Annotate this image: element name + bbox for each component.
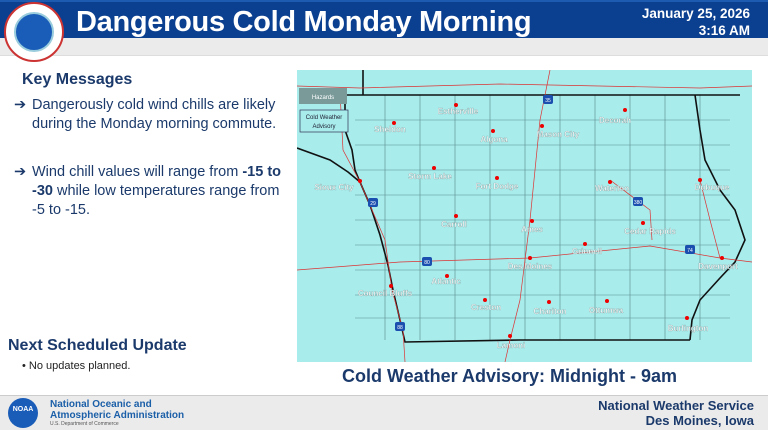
city-dot xyxy=(358,179,362,183)
legend-item-line2: Advisory xyxy=(312,124,335,130)
city-dot xyxy=(483,298,487,302)
city-dot xyxy=(508,334,512,338)
key-message-1: ➔ Dangerously cold wind chills are likel… xyxy=(14,97,277,132)
key-messages-heading: Key Messages xyxy=(22,71,133,88)
legend-header-bg xyxy=(299,88,347,104)
city-label: Ottumwa xyxy=(589,306,624,315)
city-dot xyxy=(454,103,458,107)
city-dot xyxy=(608,180,612,184)
city-label: Fort Dodge xyxy=(476,182,519,191)
arrow-icon: ➔ xyxy=(14,97,27,113)
city-label: Storm Lake xyxy=(408,172,452,181)
interstate-label: 35 xyxy=(545,98,551,104)
city-dot xyxy=(685,316,689,320)
city-label: Lamoni xyxy=(497,341,525,350)
noaa-name: National Oceanic and Atmospheric Adminis… xyxy=(50,399,185,421)
issue-datetime: January 25, 2026 3:16 AM xyxy=(642,5,750,39)
city-label: Grinnell xyxy=(572,247,602,256)
office-name: National Weather Service Des Moines, Iow… xyxy=(598,398,754,428)
city-dot xyxy=(540,124,544,128)
city-dot xyxy=(445,274,449,278)
interstate-shield xyxy=(368,198,378,207)
city-label: Decorah xyxy=(599,116,631,125)
footer: NOAA National Oceanic and Atmospheric Ad… xyxy=(0,395,768,430)
city-label: Creston xyxy=(471,303,501,312)
interstate-shield xyxy=(633,197,643,206)
city-dot xyxy=(583,242,587,246)
noaa-dept: U.S. Department of Commerce xyxy=(50,421,119,427)
city-dot xyxy=(605,299,609,303)
hazard-map: Hazards Cold Weather Advisory Esthervill… xyxy=(297,70,752,362)
county-lines xyxy=(355,95,730,340)
next-update-heading: Next Scheduled Update xyxy=(8,337,187,354)
city-dot xyxy=(432,166,436,170)
nws-logo xyxy=(4,2,64,62)
city-label: Mason City xyxy=(537,130,580,139)
city-dot xyxy=(491,129,495,133)
header-subbar xyxy=(0,38,768,56)
city-dot xyxy=(623,108,627,112)
city-label: Algona xyxy=(480,135,508,144)
interstate-label: 380 xyxy=(634,200,643,206)
city-dot xyxy=(720,256,724,260)
legend-item-line1: Cold Weather xyxy=(306,115,343,121)
header-bar: Dangerous Cold Monday Morning January 25… xyxy=(0,0,768,38)
city-label: Carroll xyxy=(441,220,467,229)
city-label: Chariton xyxy=(534,307,567,316)
city-dot xyxy=(641,221,645,225)
map-caption: Cold Weather Advisory: Midnight - 9am xyxy=(342,366,678,386)
city-label: Davenport xyxy=(698,262,738,271)
city-label: Estherville xyxy=(438,107,479,116)
city-dot xyxy=(547,300,551,304)
interstate-label: 29 xyxy=(370,201,376,207)
interstate-label: 74 xyxy=(687,248,693,254)
issue-time: 3:16 AM xyxy=(698,23,750,38)
city-label: Des Moines xyxy=(508,262,553,271)
city-label: Sioux City xyxy=(314,183,354,192)
city-label: Sheldon xyxy=(374,125,406,134)
interstate-label: 80 xyxy=(424,260,430,266)
city-dot xyxy=(530,219,534,223)
city-dot xyxy=(495,176,499,180)
noaa-logo: NOAA xyxy=(8,398,38,428)
interstate-shield xyxy=(422,257,432,266)
city-label: Atlantic xyxy=(431,277,461,286)
city-label: Burlington xyxy=(668,324,709,333)
interstate-shield xyxy=(685,245,695,254)
city-label: Dubuque xyxy=(695,183,730,192)
arrow-icon: ➔ xyxy=(14,164,27,180)
city-dot xyxy=(698,178,702,182)
page-title: Dangerous Cold Monday Morning xyxy=(76,6,532,38)
interstate-shield xyxy=(395,322,405,331)
key-message-2: ➔ Wind chill values will range from -15 … xyxy=(14,164,281,218)
next-update-item: • No updates planned. xyxy=(22,360,131,372)
city-label: Council Bluffs xyxy=(358,289,413,298)
legend-item-box xyxy=(299,109,349,133)
city-label: Waterloo xyxy=(595,184,629,193)
interstate-shield xyxy=(543,95,553,104)
legend-title: Hazards xyxy=(312,95,334,101)
issue-date: January 25, 2026 xyxy=(641,6,750,21)
city-label: Cedar Rapids xyxy=(624,227,676,236)
city-dot xyxy=(454,214,458,218)
city-dot xyxy=(528,256,532,260)
city-label: Ames xyxy=(521,225,543,234)
city-dot xyxy=(389,284,393,288)
interstate-label: 88 xyxy=(397,325,403,331)
city-dot xyxy=(392,121,396,125)
